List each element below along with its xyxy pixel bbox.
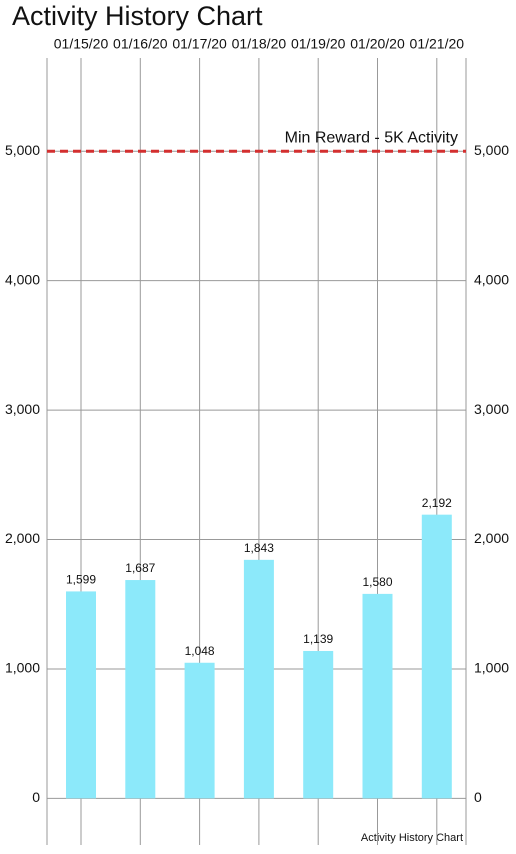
bar — [243, 559, 274, 799]
x-tick-label: 01/21/20 — [410, 36, 465, 52]
bar — [362, 593, 393, 799]
value-label: 2,192 — [422, 496, 452, 510]
x-tick-label: 01/17/20 — [172, 36, 227, 52]
y2-tick-label: 0 — [474, 789, 482, 805]
y-tick-label: 0 — [32, 789, 40, 805]
chart-description: Activity History Chart — [361, 832, 463, 844]
value-label: 1,687 — [125, 561, 155, 575]
x-tick-label: 01/16/20 — [113, 36, 168, 52]
y2-tick-label: 3,000 — [474, 401, 509, 417]
value-label: 1,599 — [66, 573, 96, 587]
y-tick-label: 1,000 — [5, 660, 40, 676]
y-tick-label: 4,000 — [5, 271, 40, 287]
value-label: 1,139 — [303, 632, 333, 646]
x-tick-label: 01/19/20 — [291, 36, 346, 52]
y2-tick-label: 1,000 — [474, 660, 509, 676]
y2-tick-label: 4,000 — [474, 271, 509, 287]
chart-title: Activity History Chart — [12, 1, 263, 31]
y2-tick-label: 5,000 — [474, 142, 509, 158]
limit-label: Min Reward - 5K Activity — [285, 129, 458, 146]
bar — [303, 650, 334, 799]
y-tick-label: 5,000 — [5, 142, 40, 158]
x-tick-label: 01/18/20 — [232, 36, 287, 52]
value-label: 1,843 — [244, 541, 274, 555]
x-tick-label: 01/15/20 — [54, 36, 109, 52]
value-label: 1,048 — [185, 644, 215, 658]
bar — [66, 591, 96, 799]
y-tick-label: 2,000 — [5, 530, 40, 546]
bar — [125, 580, 156, 799]
bar — [421, 514, 452, 799]
value-label: 1,580 — [362, 575, 392, 589]
y-tick-label: 3,000 — [5, 401, 40, 417]
y2-tick-label: 2,000 — [474, 530, 509, 546]
bar — [184, 662, 215, 799]
x-tick-label: 01/20/20 — [350, 36, 405, 52]
